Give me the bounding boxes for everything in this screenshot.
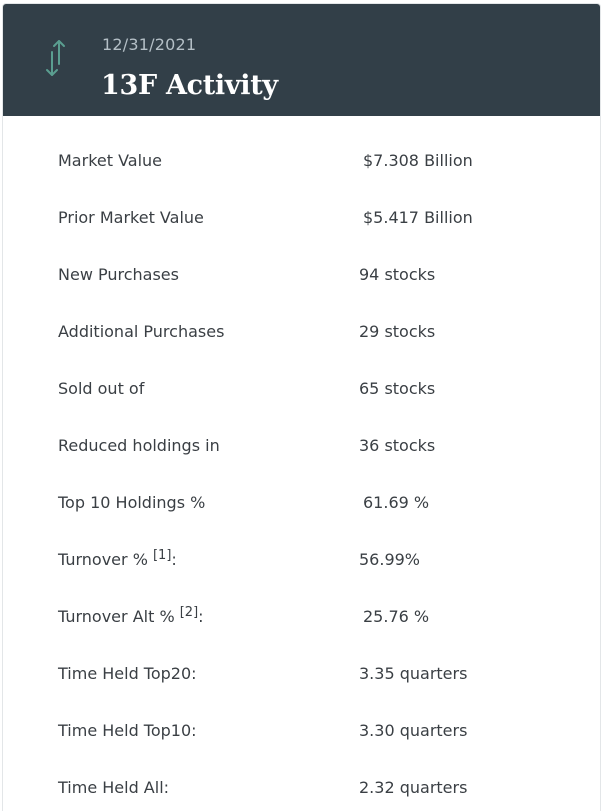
row-value: $7.308 Billion [363, 151, 473, 170]
footnote-ref-1[interactable]: [1] [152, 548, 172, 563]
table-row: New Purchases 94 stocks [3, 261, 600, 291]
row-label: Time Held Top20: [58, 664, 197, 683]
card-title: 13F Activity [101, 70, 278, 101]
table-row: Market Value $7.308 Billion [3, 147, 600, 177]
row-label: Time Held Top10: [58, 721, 197, 740]
row-label: New Purchases [58, 265, 179, 284]
row-label: Time Held All: [58, 778, 170, 797]
row-value: 29 stocks [359, 322, 436, 341]
card-header: 12/31/2021 13F Activity [3, 4, 600, 116]
row-label: Reduced holdings in [58, 436, 220, 455]
row-label: Prior Market Value [58, 208, 204, 227]
table-row: Turnover Alt % [2]: 25.76 % [3, 603, 600, 633]
row-value: $5.417 Billion [363, 208, 473, 227]
row-value: 3.30 quarters [359, 721, 468, 740]
row-label: Additional Purchases [58, 322, 225, 341]
row-label: Turnover % [1]: [58, 548, 177, 569]
table-row: Prior Market Value $5.417 Billion [3, 204, 600, 234]
table-row: Time Held Top10: 3.30 quarters [3, 717, 600, 747]
table-row: Time Held All: 2.32 quarters [3, 774, 600, 804]
table-row: Sold out of 65 stocks [3, 375, 600, 405]
row-label: Top 10 Holdings % [58, 493, 206, 512]
row-value: 56.99% [359, 550, 421, 569]
table-row: Top 10 Holdings % 61.69 % [3, 489, 600, 519]
activity-card: 12/31/2021 13F Activity Market Value $7.… [2, 3, 601, 811]
row-value: 36 stocks [359, 436, 436, 455]
report-date: 12/31/2021 [102, 35, 197, 54]
row-value: 3.35 quarters [359, 664, 468, 683]
row-label: Market Value [58, 151, 163, 170]
table-row: Time Held Top20: 3.35 quarters [3, 660, 600, 690]
table-row: Turnover % [1]: 56.99% [3, 546, 600, 576]
row-value: 61.69 % [363, 493, 430, 512]
row-label: Turnover Alt % [2]: [58, 605, 204, 626]
row-label: Sold out of [58, 379, 145, 398]
footnote-ref-2[interactable]: [2] [179, 605, 199, 620]
row-value: 2.32 quarters [359, 778, 468, 797]
table-row: Reduced holdings in 36 stocks [3, 432, 600, 462]
row-value: 65 stocks [359, 379, 436, 398]
up-down-arrows-icon [46, 40, 65, 76]
row-value: 94 stocks [359, 265, 436, 284]
table-row: Additional Purchases 29 stocks [3, 318, 600, 348]
row-value: 25.76 % [363, 607, 430, 626]
